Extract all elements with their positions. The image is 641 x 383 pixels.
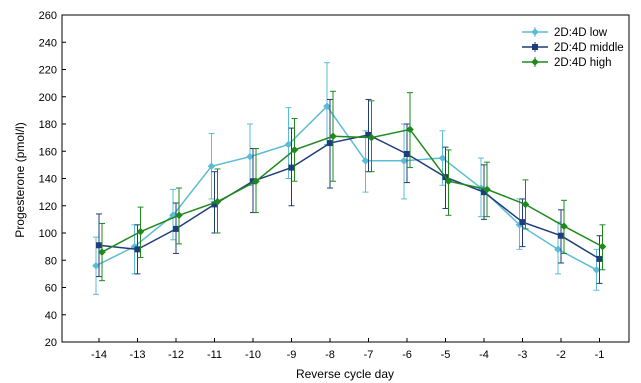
data-point [438,154,447,162]
legend: 2D:4D low 2D:4D middle 2D:4D high [522,27,624,69]
y-tick-label: 220 [39,65,57,77]
y-tick-label: 100 [39,228,57,240]
y-axis: 20 40 60 80 100 120 140 160 180 200 220 240 260 [39,10,66,349]
data-point [173,225,179,232]
legend-marker [531,58,539,66]
y-tick-label: 60 [45,283,57,295]
x-tick-label: -4 [479,349,489,361]
data-point [444,177,453,186]
series-line [98,134,600,260]
x-tick-label: -10 [245,349,261,361]
legend-item: 2D:4D middle [522,42,624,54]
x-tick-label: -5 [441,349,451,361]
legend-label: 2D:4D low [554,27,608,39]
data-point [207,162,216,171]
plot-area [61,14,630,343]
data-point [481,189,487,196]
y-tick-label: 140 [39,174,57,186]
series-line [101,128,603,253]
data-point [406,125,414,134]
x-tick-label: -3 [518,349,528,361]
data-point [288,164,295,171]
legend-marker [532,44,538,50]
legend-label: 2D:4D middle [554,42,624,54]
x-tick-label: -11 [207,349,222,361]
y-tick-label: 40 [45,310,57,322]
x-tick-label: -12 [168,349,184,361]
data-point [404,150,410,157]
x-tick-label: -9 [287,349,297,361]
y-tick-label: 260 [39,10,57,22]
data-point [365,131,372,138]
data-point [519,219,526,226]
y-tick-label: 240 [39,37,57,49]
data-point [98,248,106,256]
data-point [400,156,408,165]
y-tick-label: 200 [39,92,57,104]
legend-item: 2D:4D high [522,57,612,69]
series-3 [98,90,607,282]
data-point [136,227,145,236]
x-tick-label: -7 [364,349,374,361]
data-point [323,102,331,111]
data-point [367,133,376,142]
series-2 [96,98,603,284]
x-tick-label: -13 [130,349,146,361]
x-axis: -14 -13 -12 -11 -10 -9 -8 -7 -6 -5 -4 -3 -2 -1 [91,338,604,361]
y-tick-label: 80 [45,255,57,267]
data-point [329,132,337,141]
data-point [252,177,260,186]
y-tick-label: 180 [39,119,57,131]
x-axis-title: Reverse cycle day [296,367,394,381]
data-point [596,255,603,262]
data-point [284,140,293,149]
legend-label: 2D:4D high [554,57,612,69]
data-point [96,242,102,249]
series-layer [92,62,607,295]
data-point [211,201,218,208]
legend-marker [531,28,539,36]
data-point [598,242,607,251]
data-point [175,211,183,220]
y-axis-title: Progesterone (pmol/l) [13,122,27,237]
data-point [327,140,333,147]
legend-item: 2D:4D low [522,27,608,39]
data-point [92,261,100,270]
y-tick-label: 120 [39,201,57,213]
x-tick-label: -1 [595,349,605,361]
y-tick-label: 160 [39,146,57,158]
data-point [246,152,254,161]
x-tick-label: -14 [91,349,107,361]
x-tick-label: -6 [402,349,412,361]
data-point [213,197,222,206]
x-tick-label: -8 [325,349,335,361]
data-point [560,222,568,230]
data-point [361,156,370,165]
data-point [483,185,491,194]
y-tick-label: 20 [45,337,57,349]
data-point [290,146,299,154]
data-point [554,245,562,254]
data-point [134,246,141,253]
data-point [592,265,601,274]
data-point [558,232,564,239]
x-tick-label: -2 [556,349,566,361]
data-point [521,200,530,209]
